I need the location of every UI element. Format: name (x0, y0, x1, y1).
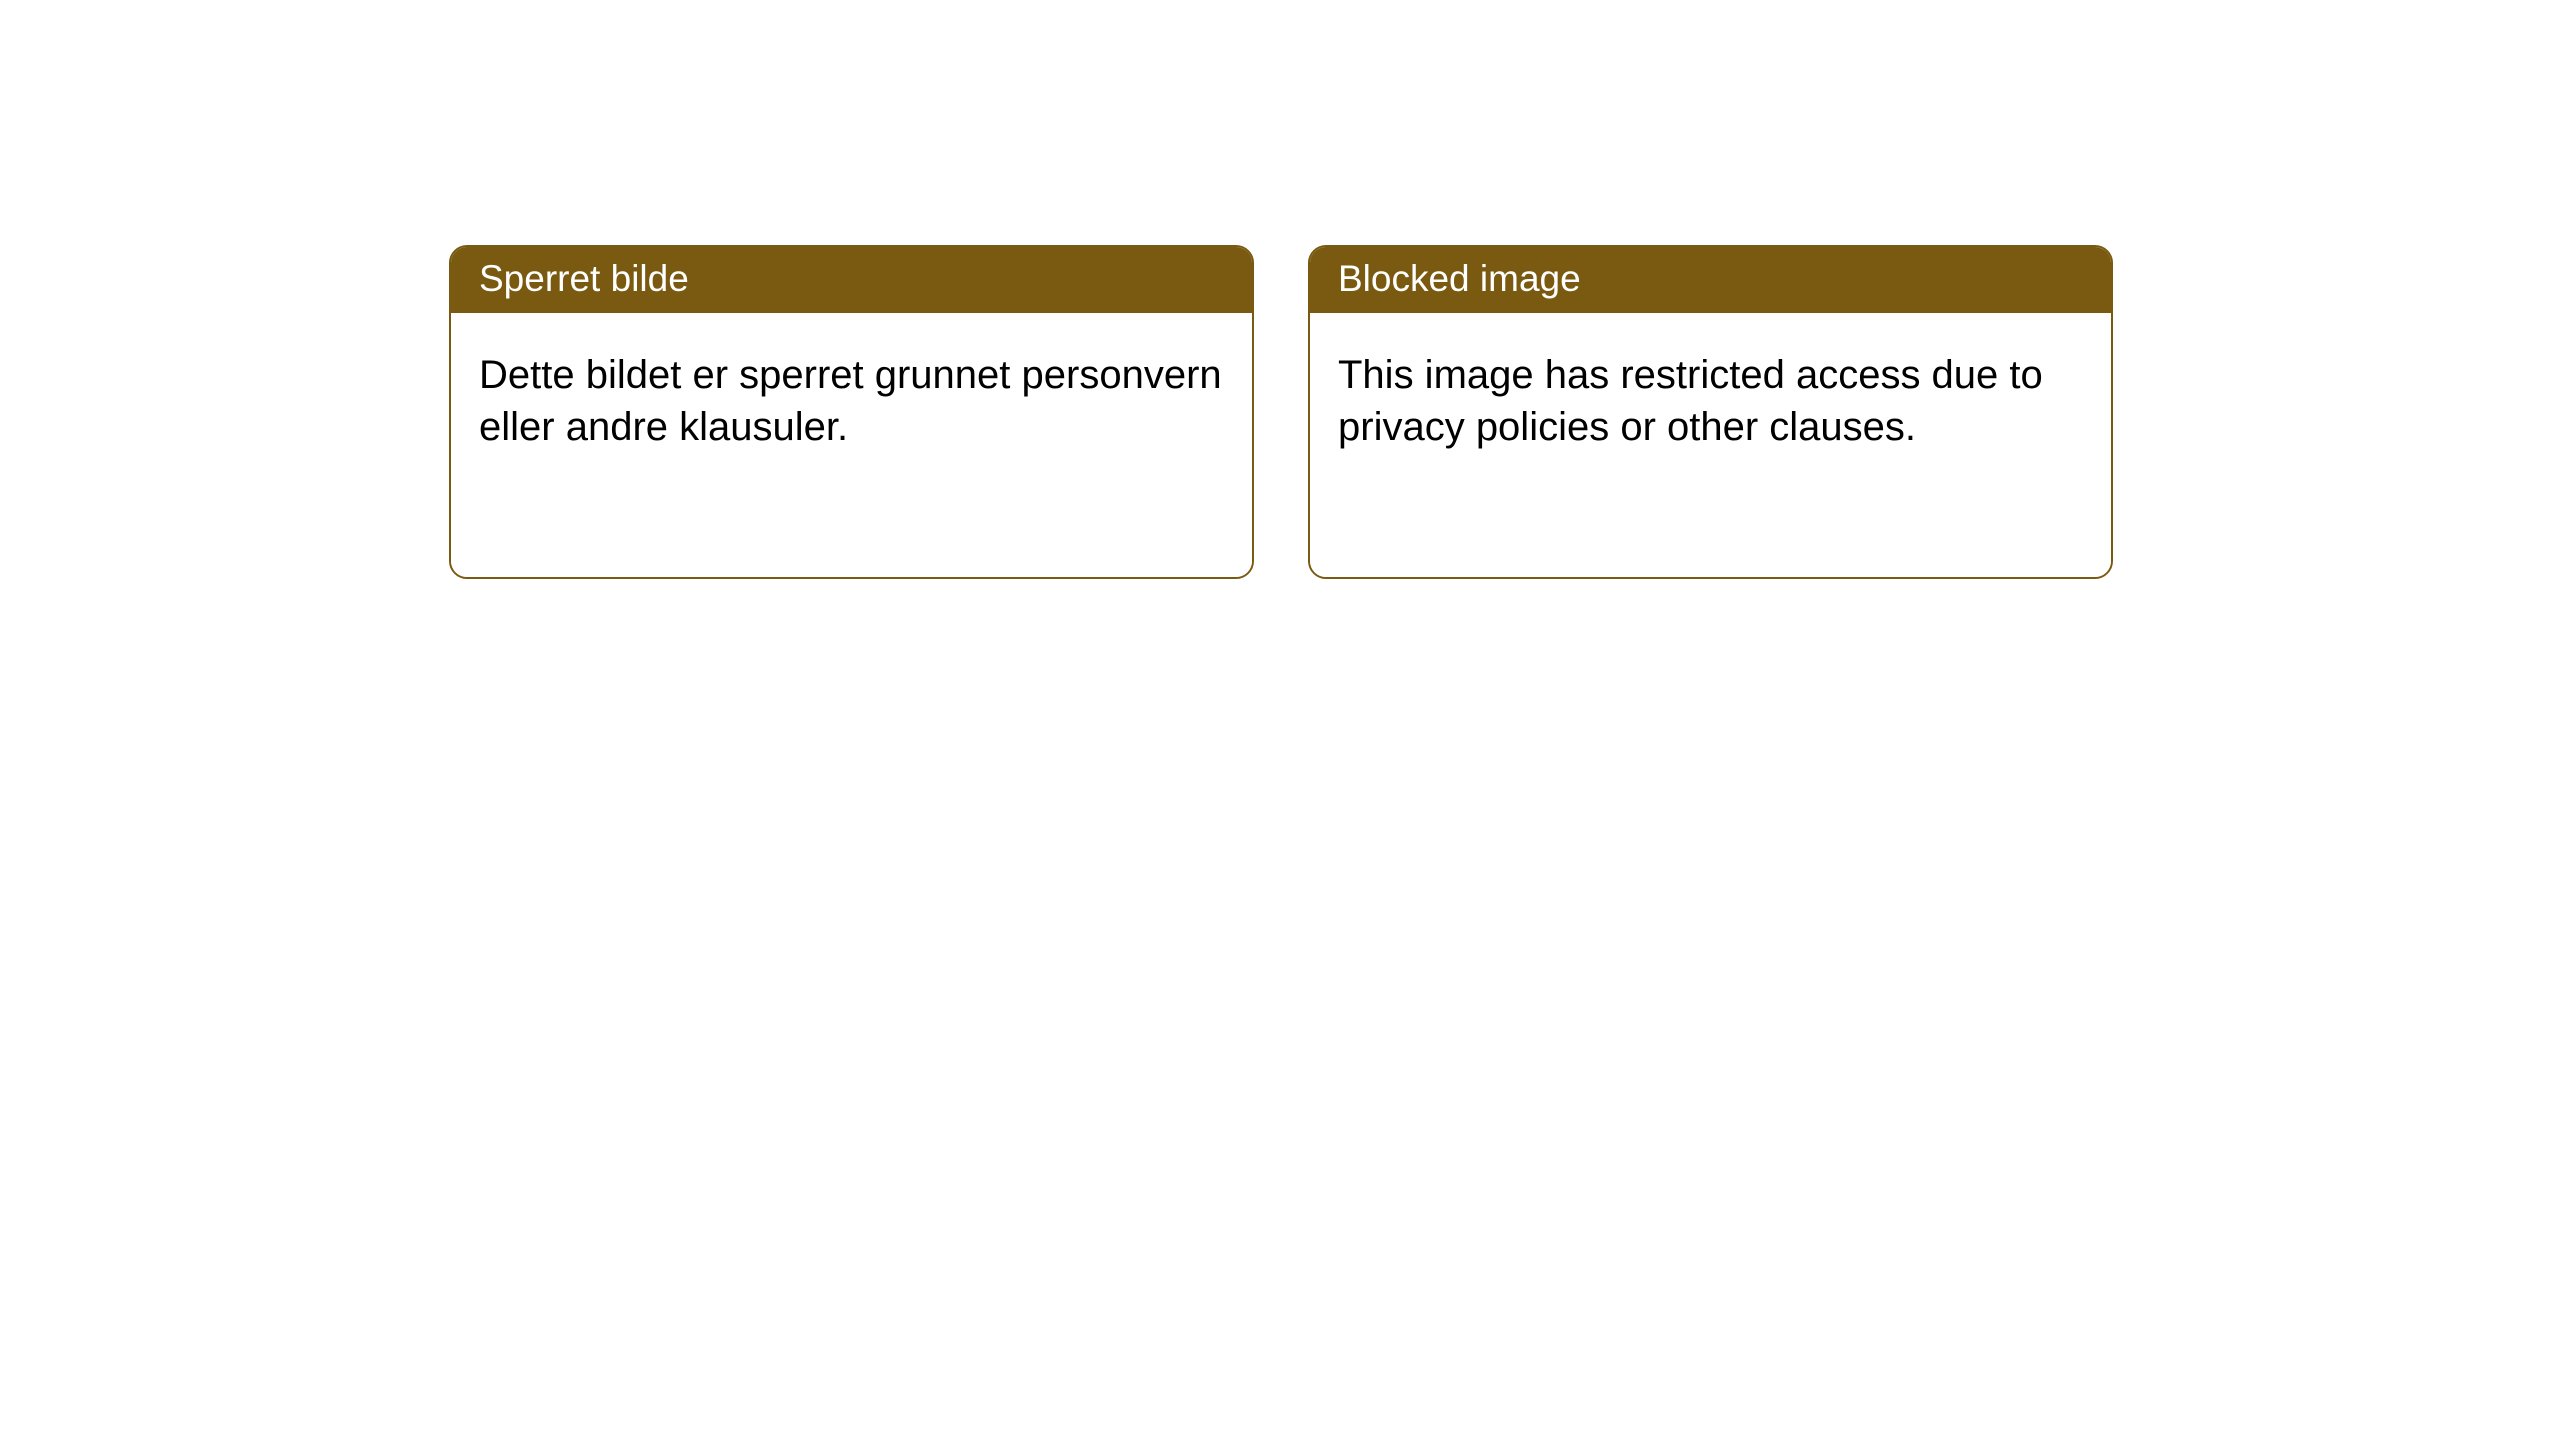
notice-card-english: Blocked image This image has restricted … (1308, 245, 2113, 579)
notice-container: Sperret bilde Dette bildet er sperret gr… (449, 245, 2113, 579)
notice-header: Sperret bilde (451, 247, 1252, 313)
notice-card-norwegian: Sperret bilde Dette bildet er sperret gr… (449, 245, 1254, 579)
notice-body: This image has restricted access due to … (1310, 313, 2111, 577)
notice-body: Dette bildet er sperret grunnet personve… (451, 313, 1252, 577)
notice-header: Blocked image (1310, 247, 2111, 313)
